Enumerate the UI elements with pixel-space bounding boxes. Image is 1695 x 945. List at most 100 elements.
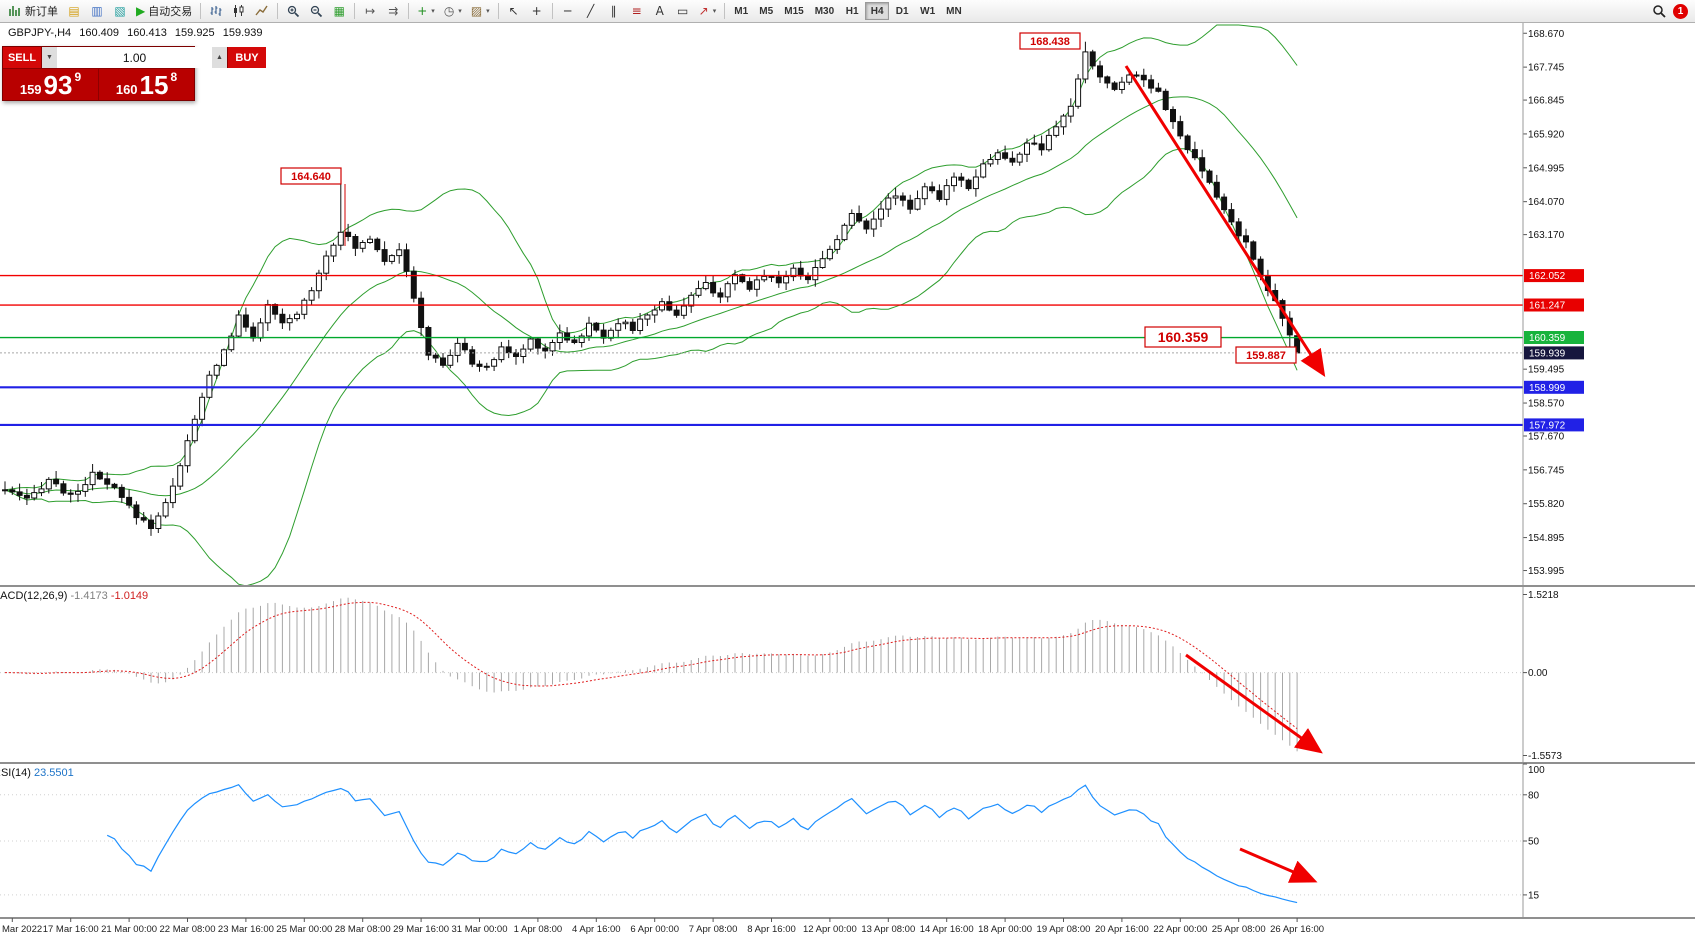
macd-signal-line <box>4 601 1298 730</box>
indicators-button[interactable]: + ▾ <box>413 1 439 21</box>
timeframe-m5-button[interactable]: M5 <box>754 2 778 20</box>
bar-chart-button[interactable] <box>205 1 227 21</box>
svg-text:21 Mar 00:00: 21 Mar 00:00 <box>101 924 157 935</box>
chart-shift-icon: ↦ <box>365 4 376 18</box>
line-chart-button[interactable] <box>251 1 273 21</box>
periods-dropdown-icon[interactable]: ▾ <box>458 8 462 15</box>
sell-price-point: 9 <box>74 70 82 84</box>
sell-button[interactable]: SELL <box>3 47 41 68</box>
volume-input[interactable] <box>57 47 212 68</box>
chart-shift-button[interactable]: ↦ <box>359 1 381 21</box>
svg-text:19 Apr 08:00: 19 Apr 08:00 <box>1037 924 1091 935</box>
svg-text:1.5218: 1.5218 <box>1528 590 1559 601</box>
rsi-line <box>106 783 1298 904</box>
navigator-button[interactable]: ▧ <box>109 1 131 21</box>
svg-text:23 Mar 16:00: 23 Mar 16:00 <box>218 924 274 935</box>
buy-button[interactable]: BUY <box>228 47 266 68</box>
svg-text:15: 15 <box>1528 890 1540 901</box>
svg-text:167.745: 167.745 <box>1528 63 1565 74</box>
timeframe-d1-button[interactable]: D1 <box>890 2 914 20</box>
horizontal-line-button[interactable]: ─ <box>557 1 579 21</box>
trend-arrow-rsi[interactable] <box>1239 847 1318 883</box>
annotation-box[interactable] <box>280 167 342 185</box>
svg-text:14 Apr 16:00: 14 Apr 16:00 <box>920 924 974 935</box>
notification-badge[interactable]: 1 <box>1673 3 1688 19</box>
trend-arrow-macd[interactable] <box>1185 653 1323 754</box>
price-label <box>1524 331 1584 344</box>
svg-text:1 Apr 08:00: 1 Apr 08:00 <box>514 924 563 935</box>
periods-button[interactable]: ◷ ▾ <box>440 1 466 21</box>
price-label <box>1524 418 1584 432</box>
svg-text:159.939: 159.939 <box>1529 349 1566 360</box>
timeframe-m30-button[interactable]: M30 <box>810 2 839 20</box>
cursor-button[interactable]: ↖ <box>503 1 525 21</box>
time-axis[interactable]: Mar 2022 17 Mar 16:00 21 Mar 00:00 22 Mar 0… <box>2 918 1324 935</box>
text-button[interactable]: A <box>649 1 671 21</box>
toolbar-separator <box>277 3 279 19</box>
timeframe-m1-button[interactable]: M1 <box>729 2 753 20</box>
timeframe-m15-button[interactable]: M15 <box>779 2 808 20</box>
search-icon[interactable] <box>1652 4 1666 18</box>
market-watch-button[interactable]: ▤ <box>63 1 85 21</box>
price-label <box>1524 380 1584 394</box>
arrows-icon: ↗ <box>698 4 709 18</box>
svg-text:156.745: 156.745 <box>1528 465 1565 476</box>
rsi-indicator-label: RSI(14) 23.5501 <box>0 767 74 779</box>
volume-down-button[interactable]: ▼ <box>42 47 57 68</box>
templates-button[interactable]: ▨ ▾ <box>467 1 494 21</box>
svg-text:100: 100 <box>1528 765 1545 776</box>
annotation-box[interactable] <box>1019 32 1081 50</box>
zoom-in-icon <box>288 5 300 18</box>
crosshair-button[interactable]: + <box>526 1 548 21</box>
zoom-in-button[interactable] <box>282 1 304 21</box>
indicators-dropdown-icon[interactable]: ▾ <box>431 8 435 15</box>
trend-arrow-main[interactable] <box>1124 65 1326 378</box>
data-window-button[interactable]: ▥ <box>86 1 108 21</box>
new-order-button[interactable]: 新订单 <box>4 1 62 21</box>
autotrading-button[interactable]: ▶ 自动交易 <box>132 1 196 21</box>
svg-text:168.438: 168.438 <box>1030 36 1070 48</box>
timeframe-h4-button[interactable]: H4 <box>865 2 890 20</box>
svg-text:157.972: 157.972 <box>1529 421 1566 432</box>
svg-text:165.920: 165.920 <box>1528 129 1565 140</box>
auto-scroll-button[interactable]: ⇉ <box>382 1 404 21</box>
timeframe-h1-button[interactable]: H1 <box>840 2 864 20</box>
navigator-icon: ▧ <box>114 4 126 18</box>
svg-text:12 Apr 00:00: 12 Apr 00:00 <box>803 924 857 935</box>
trendline-button[interactable]: ╱ <box>580 1 602 21</box>
svg-text:80: 80 <box>1528 790 1540 801</box>
annotation-box[interactable] <box>1144 326 1222 348</box>
templates-dropdown-icon[interactable]: ▾ <box>486 8 490 15</box>
volume-up-button[interactable]: ▲ <box>212 47 227 68</box>
svg-text:153.995: 153.995 <box>1528 566 1565 577</box>
candlestick-chart-button[interactable] <box>228 1 250 21</box>
annotation-box[interactable] <box>1235 346 1297 364</box>
macd-indicator-label: MACD(12,26,9) -1.4173 -1.0149 <box>0 590 148 602</box>
svg-text:164.070: 164.070 <box>1528 197 1565 208</box>
fibonacci-button[interactable]: ≡ <box>626 1 648 21</box>
timeframe-mn-button[interactable]: MN <box>941 2 967 20</box>
svg-text:13 Apr 08:00: 13 Apr 08:00 <box>861 924 915 935</box>
price-annotations[interactable]: 168.438 164.640 160.359 159.887 <box>280 32 1297 364</box>
chart-ohlc-header: GBPJPY-,H4 160.409 160.413 159.925 159.9… <box>8 27 268 39</box>
zoom-out-button[interactable] <box>305 1 327 21</box>
arrows-button[interactable]: ↗ ▾ <box>695 1 721 21</box>
equidistant-channel-button[interactable]: ∥ <box>603 1 625 21</box>
volume-control: ▼ ▲ <box>41 47 228 68</box>
text-icon: A <box>655 4 664 18</box>
svg-text:31 Mar 00:00: 31 Mar 00:00 <box>452 924 508 935</box>
svg-text:29 Mar 16:00: 29 Mar 16:00 <box>393 924 449 935</box>
tile-windows-button[interactable]: ▦ <box>328 1 350 21</box>
candles <box>2 41 1301 536</box>
timeframe-w1-button[interactable]: W1 <box>915 2 940 20</box>
svg-text:155.820: 155.820 <box>1528 499 1565 510</box>
svg-text:50: 50 <box>1528 837 1540 848</box>
arrows-dropdown-icon[interactable]: ▾ <box>712 8 717 15</box>
auto-scroll-icon: ⇉ <box>388 4 399 18</box>
svg-text:168.670: 168.670 <box>1528 29 1565 40</box>
text-label-button[interactable]: ▭ <box>672 1 694 21</box>
symbol-period-label: GBPJPY-,H4 <box>8 27 72 39</box>
buy-price[interactable]: 160 15 8 <box>99 69 194 100</box>
sell-price[interactable]: 159 93 9 <box>3 69 99 100</box>
